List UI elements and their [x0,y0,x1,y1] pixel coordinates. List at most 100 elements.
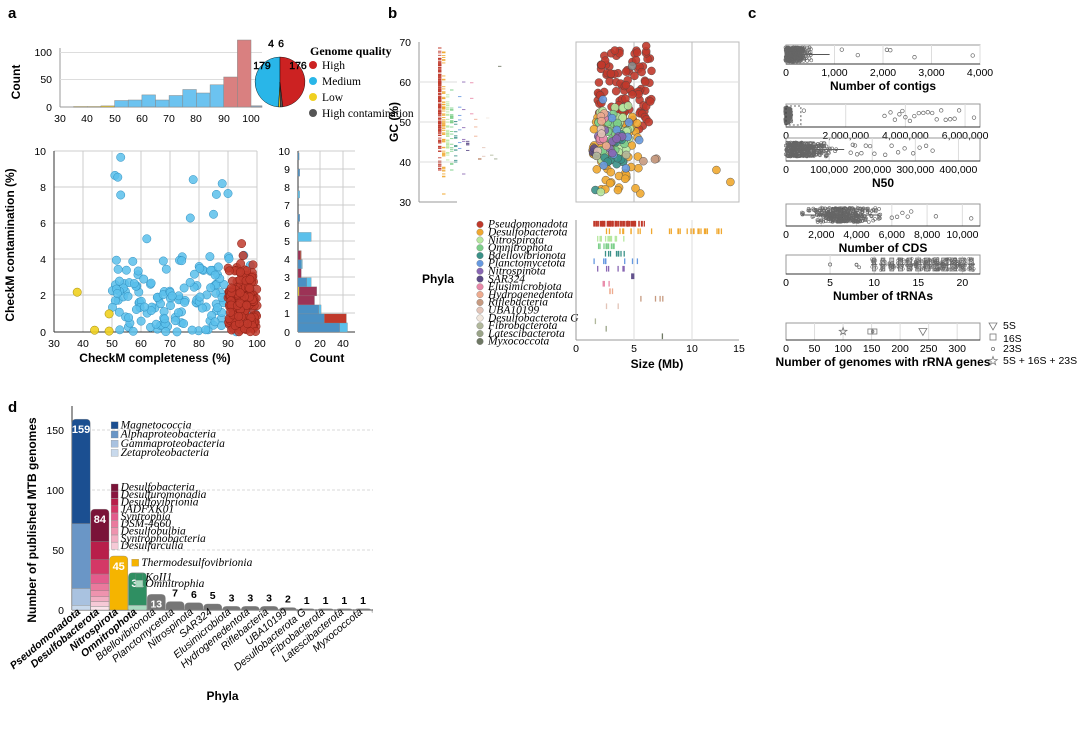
svg-text:30: 30 [54,113,66,125]
svg-text:90: 90 [218,113,230,125]
svg-text:1: 1 [284,308,290,320]
svg-text:N50: N50 [872,176,894,190]
svg-text:100: 100 [242,113,260,125]
svg-text:4,000,000: 4,000,000 [882,130,929,142]
svg-text:Number of tRNAs: Number of tRNAs [833,289,933,303]
svg-text:Genome quality: Genome quality [310,44,392,58]
svg-text:6: 6 [284,218,290,230]
svg-text:70: 70 [164,338,176,350]
svg-text:1: 1 [323,595,329,607]
svg-text:CheckM contamination (%): CheckM contamination (%) [3,168,17,321]
svg-text:a: a [8,5,17,22]
svg-text:150: 150 [863,343,881,355]
svg-text:30: 30 [399,197,411,209]
svg-text:6,000,000: 6,000,000 [942,130,989,142]
svg-text:10: 10 [278,146,290,158]
svg-text:6: 6 [40,218,46,230]
svg-text:0: 0 [783,343,789,355]
svg-text:50: 50 [809,343,821,355]
svg-text:3,000: 3,000 [918,67,944,79]
svg-text:8: 8 [284,182,290,194]
svg-text:50: 50 [399,117,411,129]
svg-text:23S: 23S [1003,343,1022,355]
svg-text:250: 250 [920,343,938,355]
svg-text:2,000: 2,000 [808,229,834,241]
svg-text:10: 10 [34,146,46,158]
svg-text:4,000: 4,000 [967,67,993,79]
svg-text:5: 5 [631,343,637,355]
svg-text:0: 0 [284,327,290,339]
svg-text:50: 50 [109,113,121,125]
svg-text:3: 3 [284,272,290,284]
svg-text:20: 20 [314,338,326,350]
svg-text:Medium: Medium [322,76,361,88]
svg-text:10: 10 [868,277,880,289]
svg-text:15: 15 [733,343,745,355]
svg-text:7: 7 [284,200,290,212]
svg-text:5: 5 [284,236,290,248]
svg-text:60: 60 [136,113,148,125]
svg-text:Count: Count [9,65,23,100]
svg-text:60: 60 [135,338,147,350]
svg-text:2: 2 [40,290,46,302]
svg-text:2: 2 [284,290,290,302]
svg-text:d: d [8,399,17,416]
svg-text:1: 1 [304,595,310,607]
svg-text:8,000: 8,000 [914,229,940,241]
svg-text:Phyla: Phyla [422,272,454,286]
svg-text:3: 3 [266,592,272,604]
svg-text:0: 0 [783,277,789,289]
svg-text:15: 15 [912,277,924,289]
svg-text:159: 159 [72,424,90,436]
svg-text:1: 1 [341,595,347,607]
svg-text:3: 3 [247,592,253,604]
svg-text:40: 40 [77,338,89,350]
svg-text:100: 100 [46,485,64,497]
svg-text:40: 40 [399,157,411,169]
svg-text:2: 2 [285,594,291,606]
svg-text:0: 0 [783,67,789,79]
svg-text:Desulfarculia: Desulfarculia [120,540,184,552]
svg-text:0: 0 [783,229,789,241]
svg-text:1,000: 1,000 [821,67,847,79]
svg-text:Size (Mb): Size (Mb) [631,357,684,371]
svg-text:84: 84 [94,514,107,526]
svg-text:176: 176 [289,60,307,72]
svg-text:4: 4 [40,254,46,266]
svg-text:70: 70 [399,37,411,49]
svg-text:50: 50 [106,338,118,350]
svg-text:50: 50 [40,74,52,86]
svg-text:6: 6 [191,589,197,601]
svg-text:80: 80 [190,113,202,125]
svg-text:5: 5 [827,277,833,289]
svg-text:4: 4 [284,254,290,266]
svg-text:Number of contigs: Number of contigs [830,79,936,93]
svg-text:Zetaproteobacteria: Zetaproteobacteria [121,447,210,459]
svg-text:GC (%): GC (%) [387,102,401,142]
svg-text:Phyla: Phyla [206,689,238,703]
svg-text:90: 90 [222,338,234,350]
svg-text:6,000: 6,000 [879,229,905,241]
svg-text:300: 300 [948,343,966,355]
svg-text:100: 100 [834,343,852,355]
svg-text:Omnitrophia: Omnitrophia [145,578,204,590]
svg-text:5S + 16S + 23S: 5S + 16S + 23S [1003,355,1077,367]
svg-text:3: 3 [229,592,235,604]
svg-text:10,000: 10,000 [946,229,978,241]
svg-text:40: 40 [81,113,93,125]
svg-text:200,000: 200,000 [853,164,891,176]
svg-text:2,000: 2,000 [870,67,896,79]
svg-text:Number of genomes with rRNA ge: Number of genomes with rRNA genes [776,355,991,369]
svg-text:150: 150 [46,425,64,437]
svg-text:6: 6 [278,38,284,50]
svg-text:4: 4 [268,38,274,50]
svg-text:c: c [748,5,756,22]
svg-text:45: 45 [113,561,125,573]
svg-text:400,000: 400,000 [939,164,977,176]
svg-text:5: 5 [210,590,216,602]
svg-text:10: 10 [686,343,698,355]
svg-text:0: 0 [783,164,789,176]
svg-text:40: 40 [337,338,349,350]
svg-text:Low: Low [322,92,344,104]
svg-text:30: 30 [48,338,60,350]
